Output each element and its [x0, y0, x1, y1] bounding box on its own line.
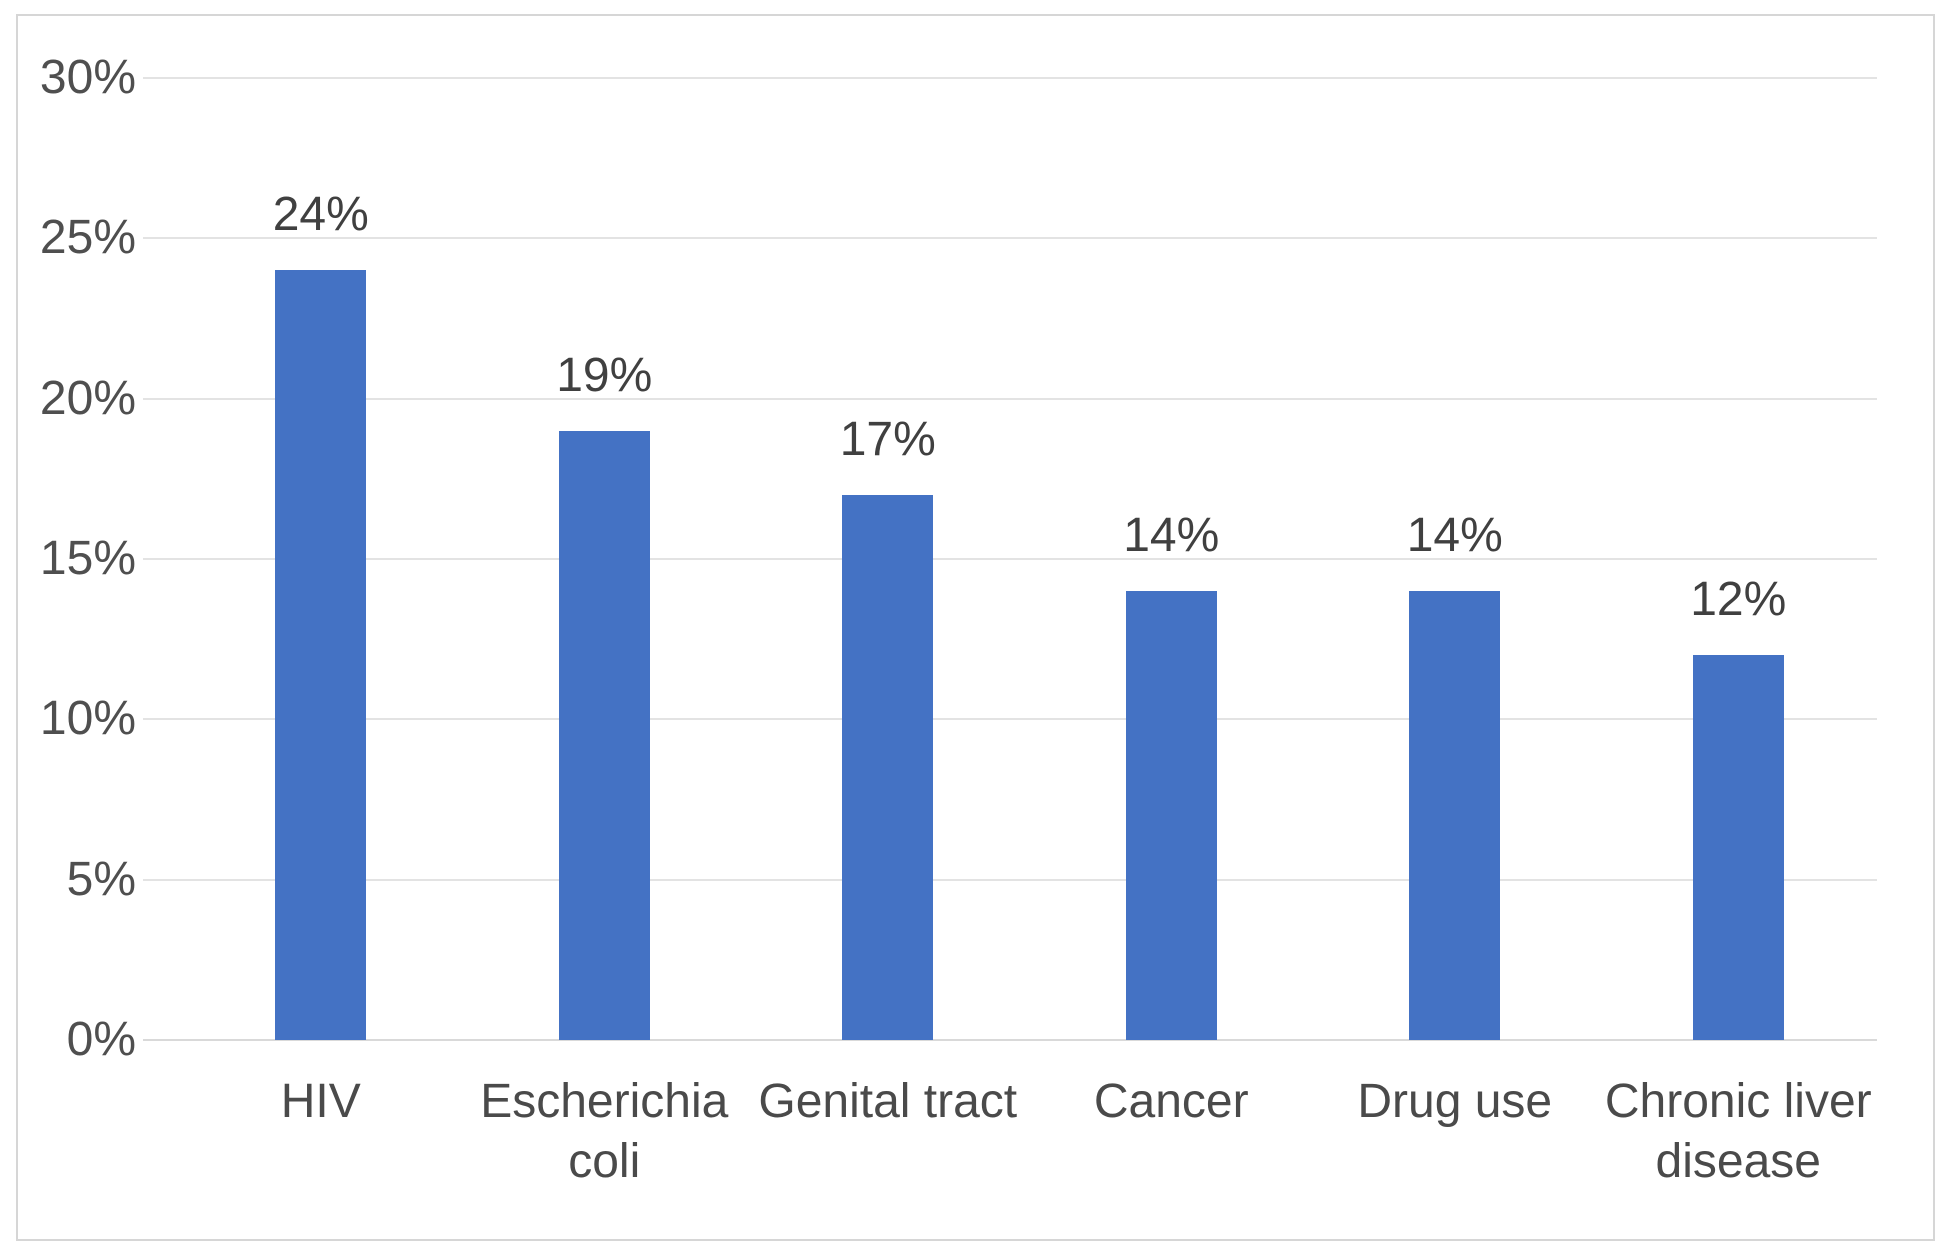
y-tick-label: 25%	[39, 211, 136, 265]
x-axis-baseline	[143, 1039, 1877, 1041]
bar	[1125, 591, 1217, 1040]
gridline	[143, 718, 1877, 721]
bar	[275, 270, 367, 1040]
category-label: Cancer	[1093, 1075, 1249, 1128]
category-label: Escherichia coli	[480, 1075, 729, 1188]
category-label: Chronic liver disease	[1604, 1075, 1872, 1188]
gridline	[143, 237, 1877, 240]
y-tick-label: 5%	[66, 852, 136, 906]
category-label: Drug use	[1357, 1075, 1553, 1128]
bar	[842, 494, 934, 1040]
gridline	[143, 397, 1877, 400]
y-tick-label: 0%	[66, 1013, 136, 1066]
bar	[1692, 655, 1784, 1040]
y-tick-label: 15%	[39, 532, 136, 585]
gridline	[143, 558, 1877, 560]
y-tick-label: 10%	[39, 692, 136, 746]
category-label: HIV	[280, 1075, 361, 1128]
bar-value-label: 14%	[1123, 509, 1220, 563]
bar	[558, 430, 650, 1040]
bar-value-label: 19%	[556, 348, 653, 402]
y-tick-label: 30%	[39, 51, 136, 104]
bar	[1409, 591, 1501, 1040]
bar-value-label: 17%	[839, 412, 936, 466]
gridline	[143, 878, 1877, 881]
bar-value-label: 12%	[1690, 573, 1787, 627]
category-label: Genital tract	[758, 1075, 1018, 1128]
bar-value-label: 24%	[272, 188, 369, 242]
y-tick-label: 20%	[39, 371, 136, 425]
gridline	[143, 77, 1877, 79]
bar-value-label: 14%	[1406, 509, 1503, 563]
